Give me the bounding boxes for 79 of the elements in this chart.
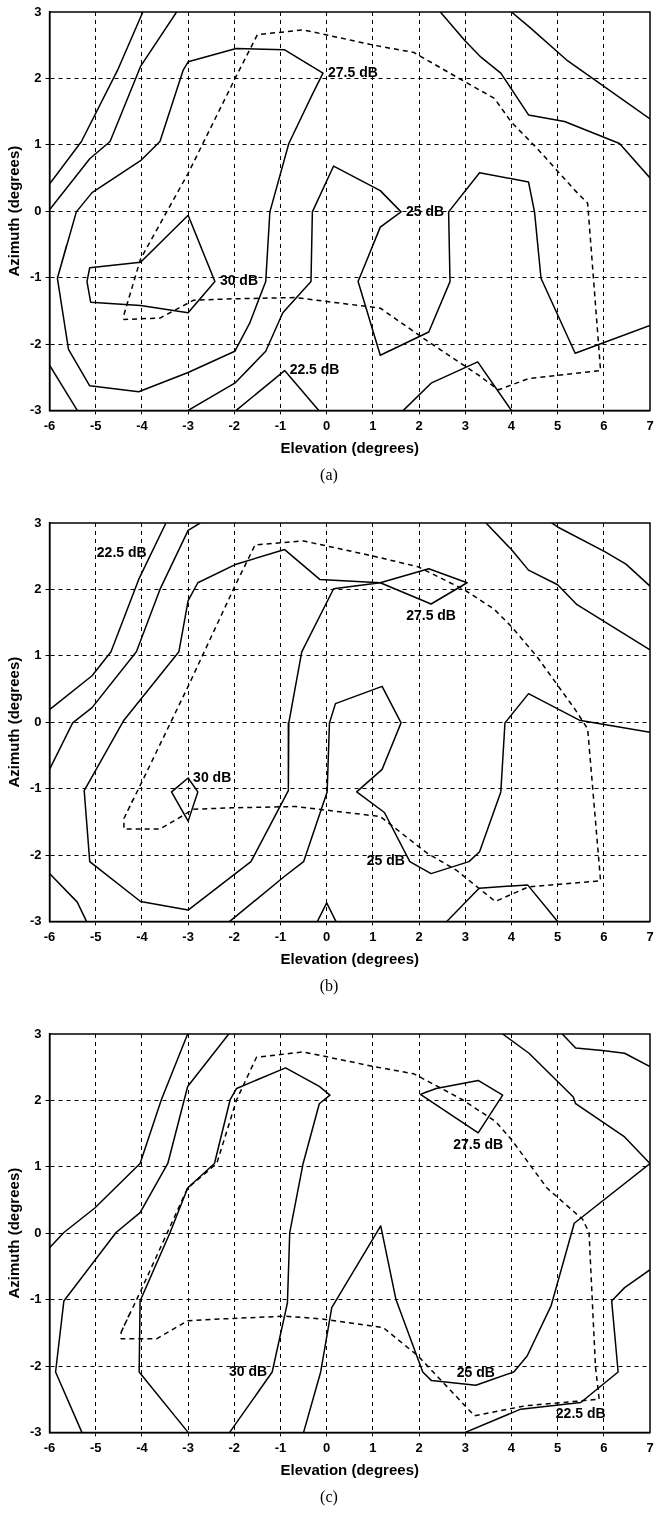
x-tick-label: -2	[228, 928, 241, 944]
y-tick-label: -3	[30, 912, 42, 928]
x-tick-label: 3	[461, 417, 469, 433]
y-tick-label: 0	[34, 713, 42, 729]
y-tick-label: 3	[34, 514, 42, 530]
text: (a)	[319, 466, 339, 484]
text: (b)	[318, 977, 340, 995]
x-tick-label: -1	[274, 417, 287, 433]
x-tick-label: -6	[43, 417, 56, 433]
x-axis-title: Elevation (degrees)	[280, 950, 419, 968]
y-tick-label: 0	[34, 202, 42, 218]
annotation: 30 dB	[193, 768, 232, 785]
x-tick-label: 5	[554, 417, 562, 433]
y-tick-label: 3	[34, 3, 42, 19]
x-tick-label: 1	[369, 928, 377, 944]
x-axis-title: Elevation (degrees)	[280, 439, 419, 457]
y-tick-label: -2	[30, 846, 42, 862]
annotation: 27.5 dB	[327, 63, 378, 80]
x-tick-label: -3	[182, 928, 194, 944]
x-tick-label: -4	[136, 417, 149, 433]
x-tick-label: 1	[369, 1439, 377, 1455]
x-tick-label: 5	[554, 928, 562, 944]
x-tick-label: -4	[136, 1439, 149, 1455]
x-tick-label: -6	[43, 928, 56, 944]
x-tick-label: 7	[646, 417, 654, 433]
x-tick-label: -5	[89, 417, 102, 433]
x-tick-label: 2	[415, 1439, 423, 1455]
annotation: 22.5 dB	[96, 543, 147, 560]
x-tick-label: -5	[89, 928, 102, 944]
y-axis-title: Azimuth (degrees)	[5, 656, 23, 788]
x-tick-label: -2	[228, 1439, 241, 1455]
x-tick-label: 6	[600, 1439, 608, 1455]
x-tick-label: -1	[274, 1439, 287, 1455]
y-tick-label: 1	[34, 1158, 42, 1174]
x-tick-label: 1	[369, 417, 377, 433]
y-tick-label: 2	[34, 1091, 42, 1107]
x-tick-label: 6	[600, 928, 608, 944]
x-tick-label: 0	[323, 928, 331, 944]
y-tick-label: -1	[30, 780, 42, 796]
x-tick-label: 5	[554, 1439, 562, 1455]
y-tick-label: 2	[34, 580, 42, 596]
x-tick-label: -6	[43, 1439, 56, 1455]
annotation: 22.5 dB	[555, 1405, 606, 1422]
x-tick-label: -3	[182, 1439, 194, 1455]
x-axis-title: Elevation (degrees)	[280, 1461, 419, 1479]
y-tick-label: 1	[34, 647, 42, 663]
x-tick-label: -2	[228, 417, 241, 433]
x-tick-label: 4	[507, 1439, 516, 1455]
y-tick-label: 2	[34, 69, 42, 85]
annotation: 27.5 dB	[453, 1135, 504, 1152]
annotation: 27.5 dB	[406, 606, 456, 623]
y-axis-title: Azimuth (degrees)	[5, 1167, 23, 1299]
y-tick-label: 3	[34, 1025, 42, 1041]
y-axis-title: Azimuth (degrees)	[5, 145, 23, 277]
x-tick-label: -3	[182, 417, 194, 433]
x-tick-label: 0	[323, 417, 331, 433]
x-tick-label: -5	[89, 1439, 102, 1455]
x-tick-label: -4	[136, 928, 149, 944]
annotation: 25 dB	[456, 1364, 495, 1381]
x-tick-label: 4	[507, 417, 516, 433]
y-tick-label: 0	[34, 1224, 42, 1240]
x-tick-label: 7	[646, 928, 654, 944]
x-tick-label: 2	[415, 928, 423, 944]
x-tick-label: 3	[461, 1439, 469, 1455]
x-tick-label: 3	[461, 928, 469, 944]
x-tick-label: 7	[646, 1439, 654, 1455]
x-tick-label: 6	[600, 417, 608, 433]
x-tick-label: 2	[415, 417, 423, 433]
y-tick-label: -3	[30, 401, 42, 417]
x-tick-label: 0	[323, 1439, 331, 1455]
text: (c)	[319, 1488, 339, 1506]
y-tick-label: -2	[30, 335, 42, 351]
x-tick-label: 4	[507, 928, 516, 944]
y-tick-label: 1	[34, 136, 42, 152]
x-tick-label: -1	[274, 928, 287, 944]
y-tick-label: -1	[30, 269, 42, 285]
y-tick-label: -3	[30, 1423, 42, 1439]
y-tick-label: -2	[30, 1357, 42, 1373]
y-tick-label: -1	[30, 1291, 42, 1307]
